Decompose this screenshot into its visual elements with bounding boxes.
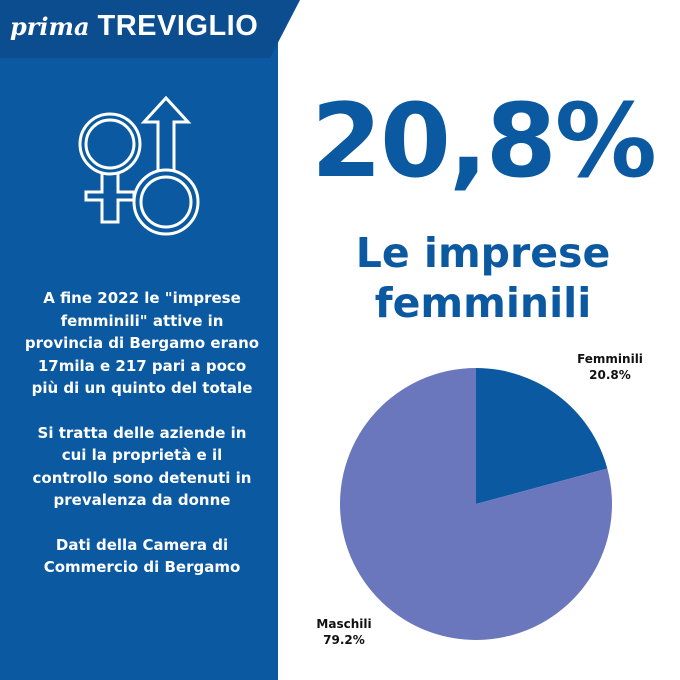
pie-label-femminili-name: Femminili [577,352,643,366]
pie-label-femminili: Femminili 20.8% [560,351,660,383]
left-panel [0,0,278,680]
description-paragraph-1: A fine 2022 le "imprese femminili" attiv… [24,289,260,397]
source-note: Dati della Camera di Commercio di Bergam… [43,535,241,577]
pie-label-maschili-name: Maschili [316,617,372,631]
pie-label-femminili-value: 20.8% [589,368,631,382]
header-band [0,0,300,58]
brand-logo: prima TREVIGLIO [10,10,258,50]
subtitle-line-1: Le imprese [355,229,611,277]
headline-subtitle: Le imprese femminili [290,228,676,328]
brand-prefix: prima [10,12,90,41]
subtitle-line-2: femminili [374,279,592,327]
headline-percentage: 20,8% [311,82,657,201]
pie-slice-maschili [340,368,612,640]
pie-slice-femminili [476,368,608,504]
gender-symbols-icon [78,95,200,236]
description-paragraph-2: Si tratta delle aziende in cui la propri… [32,423,252,510]
description-text: A fine 2022 le "imprese femminili" attiv… [24,287,260,601]
pie-label-maschili: Maschili 79.2% [304,616,384,648]
brand-city: TREVIGLIO [97,10,259,42]
pie-label-maschili-value: 79.2% [323,633,365,647]
